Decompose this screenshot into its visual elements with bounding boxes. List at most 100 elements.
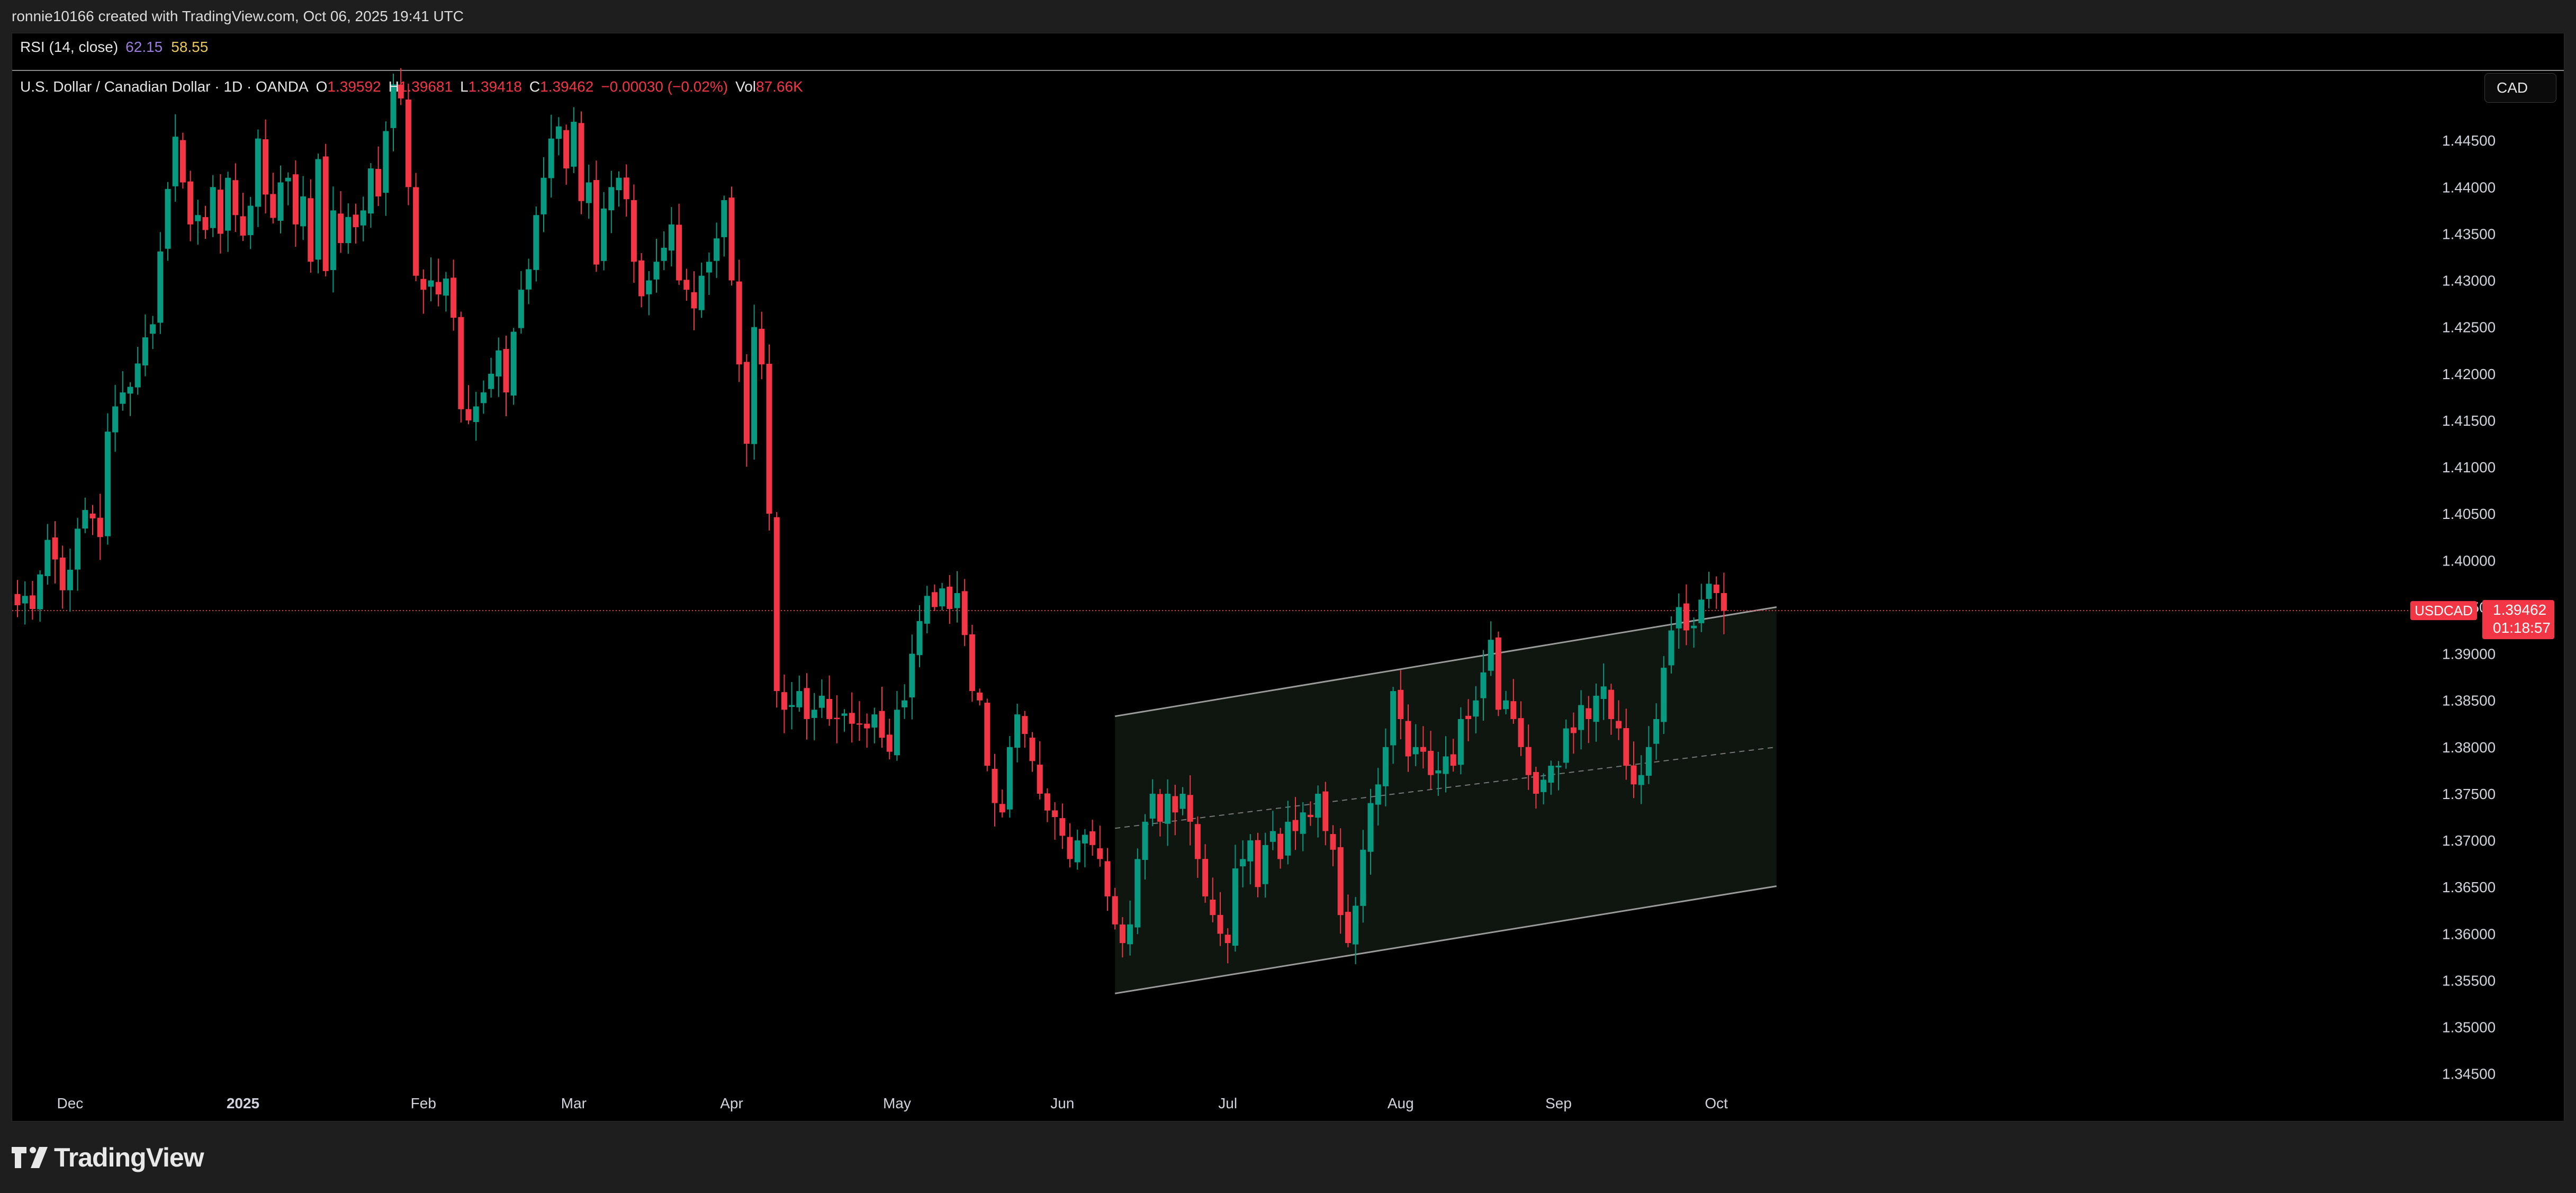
candle-body (1465, 715, 1472, 719)
candle-body (1578, 705, 1584, 730)
candle-body (879, 711, 885, 738)
tradingview-logo-text: TradingView (54, 1143, 204, 1172)
candle-body (781, 692, 787, 710)
candle-body (818, 695, 825, 708)
candle-body (773, 517, 780, 692)
candle-body (714, 238, 720, 261)
candle-body (1300, 812, 1306, 834)
candle-body (1210, 900, 1216, 916)
candle-body (300, 196, 307, 227)
candle-body (112, 406, 119, 433)
price-tick-label: 1.34500 (2442, 1066, 2496, 1082)
candle-body (616, 177, 622, 191)
candle-body (721, 200, 727, 237)
candle-body (82, 510, 88, 529)
candle-body (1112, 896, 1118, 925)
candle-body (1022, 716, 1028, 734)
symbol-legend[interactable]: U.S. Dollar / Canadian Dollar · 1D · OAN… (20, 78, 803, 95)
candle-body (202, 217, 209, 230)
rsi-legend[interactable]: RSI (14, close) 62.15 58.55 (20, 39, 208, 56)
price-tag-countdown: 01:18:57 (2493, 620, 2551, 636)
footer: TradingView (0, 1122, 2576, 1193)
time-tick-label: Jun (1050, 1095, 1074, 1111)
candle-body (969, 634, 975, 692)
candle-body (1277, 833, 1284, 859)
candle-body (743, 362, 750, 444)
attribution-bar: ronnie10166 created with TradingView.com… (0, 0, 2576, 33)
change-value: −0.00030 (−0.02%) (601, 78, 728, 95)
candle-body (1179, 793, 1186, 809)
candle-body (661, 247, 667, 261)
candle-body (909, 653, 915, 698)
price-tick-label: 1.42500 (2442, 319, 2496, 336)
candle-body (1037, 765, 1043, 794)
candle-body (999, 804, 1005, 813)
candle-body (1698, 599, 1705, 623)
candle-body (1412, 747, 1419, 755)
candlestick-chart[interactable]: 1.44500 1.44000 1.43500 1.43000 1.42500 1.420… (12, 33, 2564, 1121)
candle-body (255, 138, 261, 207)
low-label: L (460, 78, 469, 95)
candle-body (947, 586, 953, 609)
candle-body (1457, 719, 1464, 765)
candle-body (1533, 772, 1539, 794)
candle-body (1473, 700, 1479, 717)
candle-body (1262, 845, 1268, 884)
candle-body (292, 174, 299, 225)
candle-body (916, 621, 923, 656)
candle-body (608, 187, 615, 211)
candle-body (1006, 747, 1013, 810)
candle-body (902, 700, 908, 707)
candle-body (127, 387, 133, 394)
candle-body (834, 717, 840, 719)
candle-body (345, 217, 352, 244)
candle-body (871, 714, 878, 728)
candle-body (1119, 924, 1125, 943)
candle-body (398, 84, 404, 98)
candle-body (1247, 840, 1254, 862)
candle-body (1232, 868, 1238, 946)
candle-body (1149, 793, 1156, 819)
candle-body (353, 214, 359, 228)
time-tick-label: Apr (720, 1095, 743, 1111)
tradingview-logo[interactable]: TradingView (12, 1143, 204, 1172)
candle-body (435, 282, 442, 295)
candle-body (526, 269, 532, 290)
candle-body (89, 513, 96, 519)
candle-body (1165, 793, 1171, 824)
candle-body (1683, 603, 1689, 631)
currency-button[interactable]: CAD (2484, 73, 2556, 103)
candle-body (165, 189, 171, 249)
candle-body (37, 574, 43, 609)
candle-body (1337, 847, 1344, 916)
candle-body (1721, 593, 1727, 611)
candle-body (217, 190, 223, 234)
candle-body (766, 363, 772, 514)
candle-body (1541, 779, 1547, 792)
price-tick-label: 1.38000 (2442, 739, 2496, 756)
candle-body (195, 215, 201, 221)
candle-body (1608, 689, 1614, 719)
candle-body (120, 392, 126, 404)
candle-body (1059, 818, 1066, 836)
candle-body (1390, 691, 1397, 746)
candle-body (1240, 859, 1246, 867)
price-tick-label: 1.40500 (2442, 506, 2496, 522)
candle-body (1224, 935, 1231, 943)
candle-body (59, 558, 66, 590)
symbol-tag-text: USDCAD (2415, 603, 2473, 618)
time-tick-label: Oct (1705, 1095, 1728, 1111)
channel-lower-line (1114, 885, 1777, 994)
candle-body (1668, 630, 1674, 666)
candle-body (1638, 775, 1644, 785)
symbol-tag-box (2410, 601, 2477, 621)
candle-body (1586, 708, 1592, 719)
chart-panel[interactable]: 1.44500 1.44000 1.43500 1.43000 1.42500 1.420… (12, 33, 2564, 1122)
time-tick-label: 2025 (227, 1095, 259, 1111)
open-value: 1.39592 (327, 78, 381, 95)
candle-body (961, 591, 968, 635)
candle-body (330, 210, 336, 270)
candle-body (488, 373, 494, 389)
candle-body (977, 692, 983, 701)
candle-body (571, 121, 577, 167)
